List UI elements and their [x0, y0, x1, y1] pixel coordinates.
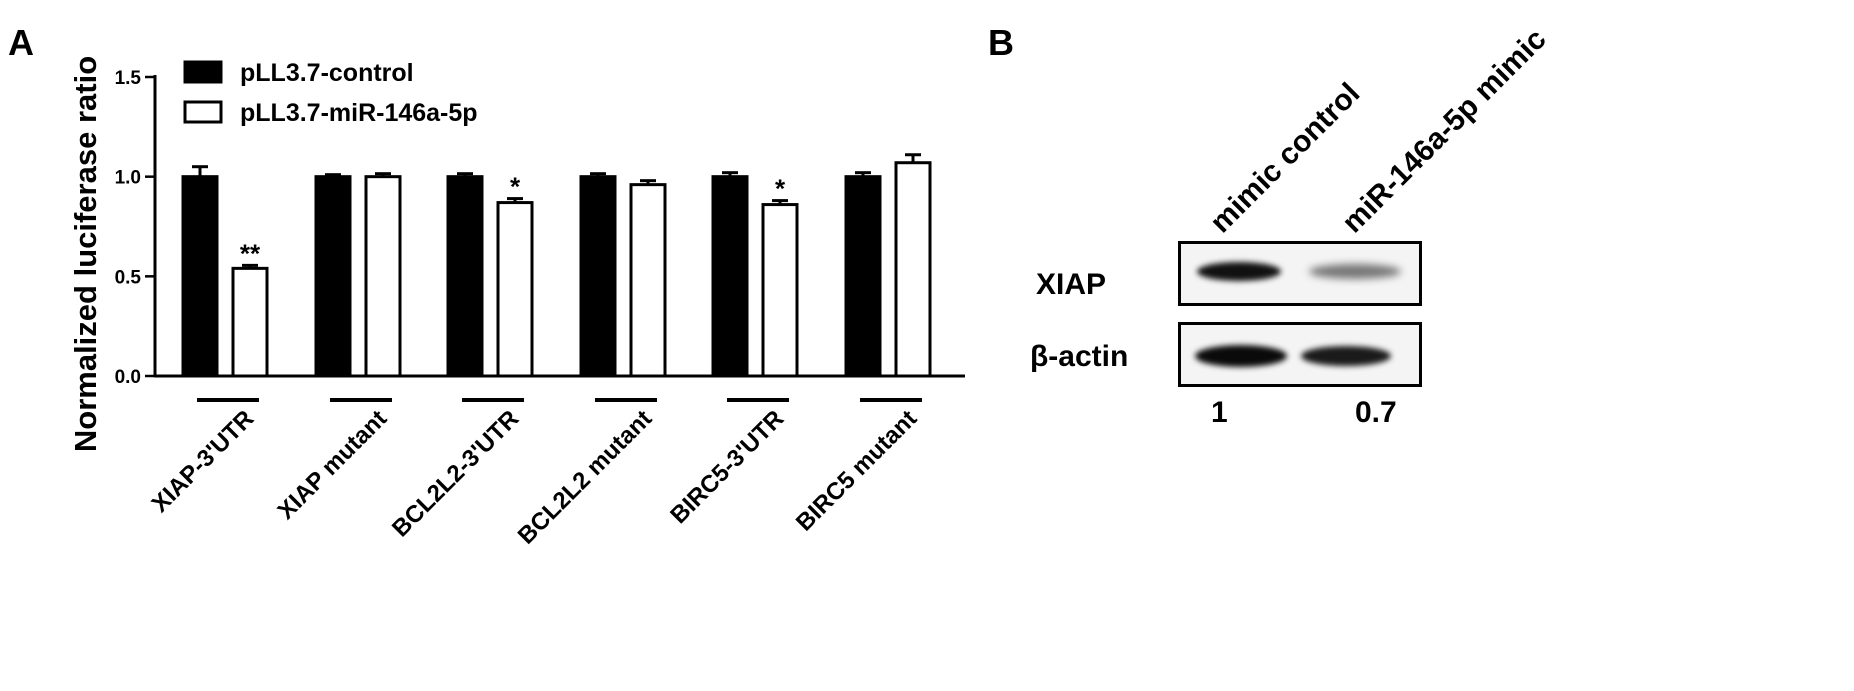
- legend-label-1: pLL3.7-miR-146a-5p: [240, 99, 478, 127]
- lane-label-mir-mimic: miR-146a-5p mimic: [1335, 22, 1553, 240]
- significance-marker: **: [240, 238, 261, 268]
- significance-marker: *: [775, 174, 786, 204]
- band-bactin-lane1: [1195, 345, 1287, 367]
- quant-lane1: 1: [1211, 396, 1228, 429]
- bar-chart: Normalized luciferase ratio 0.0 0.5 1.0 1.5…: [68, 56, 965, 550]
- y-tick-label: 0.0: [115, 367, 141, 388]
- y-axis-label: Normalized luciferase ratio: [68, 56, 103, 452]
- bar-mir-2: [496, 201, 534, 378]
- y-tick-label: 0.5: [115, 267, 142, 288]
- significance-marker: *: [510, 172, 521, 202]
- blot-box-xiap: [1178, 241, 1422, 306]
- blot-box-bactin: [1178, 322, 1422, 387]
- band-xiap-lane1: [1197, 262, 1281, 281]
- legend-swatch-1: [183, 100, 223, 124]
- band-xiap-lane2: [1309, 264, 1401, 279]
- quant-lane2: 0.7: [1355, 396, 1397, 429]
- panel-a-letter: A: [8, 22, 34, 63]
- bar-mir-0: [231, 266, 269, 378]
- blot-row-label-bactin: β-actin: [1030, 340, 1129, 373]
- bar-mir-5: [894, 161, 932, 378]
- band-bactin-lane2: [1301, 346, 1391, 366]
- legend-swatch-0: [183, 60, 223, 84]
- y-tick-label: 1.0: [115, 168, 141, 189]
- bar-control-4: [711, 175, 749, 378]
- bar-control-5: [844, 175, 882, 378]
- blot-row-label-xiap: XIAP: [1036, 268, 1107, 301]
- legend-label-0: pLL3.7-control: [240, 59, 414, 87]
- bar-mir-1: [364, 175, 402, 378]
- bar-control-3: [579, 175, 617, 378]
- bar-control-0: [181, 175, 219, 378]
- panel-b-letter: B: [988, 22, 1014, 63]
- y-tick-label: 1.5: [115, 68, 142, 89]
- bar-control-1: [314, 175, 352, 378]
